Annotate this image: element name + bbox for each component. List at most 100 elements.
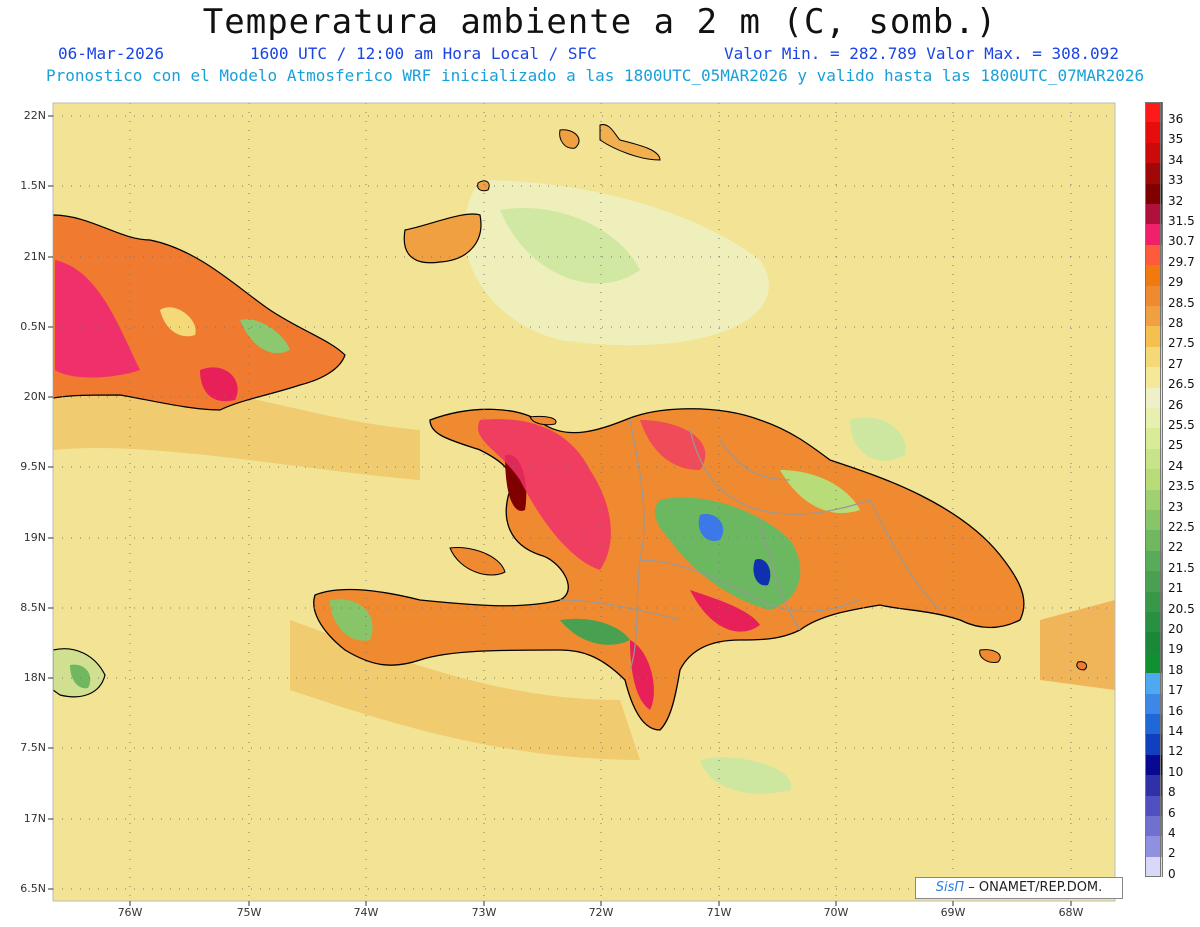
lon-label: 71W <box>706 906 732 919</box>
lon-label: 75W <box>236 906 262 919</box>
lon-label: 70W <box>823 906 849 919</box>
map-frame <box>52 102 1116 902</box>
lat-label: 0.5N <box>20 320 46 333</box>
colorbar-label: 29.7 <box>1168 254 1195 269</box>
lat-label: 19N <box>23 531 46 544</box>
warm-ocean-band <box>53 378 420 480</box>
colorbar-label: 30.7 <box>1168 234 1195 249</box>
colorbar-label: 22.5 <box>1168 520 1195 534</box>
hot-area <box>200 367 238 402</box>
colorbar-label: 34 <box>1168 152 1184 167</box>
lon-label: 73W <box>471 906 497 919</box>
province-boundaries <box>559 419 941 671</box>
hot-area <box>690 590 760 632</box>
model-info: Pronostico con el Modelo Atmosferico WRF… <box>46 66 1145 85</box>
lat-label: 7.5N <box>20 741 46 754</box>
mild-area <box>160 307 196 337</box>
colorbar-label: 26 <box>1168 397 1184 412</box>
colorbar-label: 2 <box>1168 846 1176 861</box>
tortuga-island <box>529 415 557 426</box>
colorbar-label: 29 <box>1168 275 1184 290</box>
colorbar-label: 28 <box>1168 316 1184 330</box>
min-max-values: Valor Min. = 282.789 Valor Max. = 308.09… <box>724 44 1119 63</box>
colorbar-label: 18 <box>1168 662 1184 677</box>
hispaniola-island <box>313 408 1025 731</box>
colorbar-label: 8 <box>1168 785 1176 800</box>
colorbar-label: 24 <box>1168 458 1184 473</box>
cool-mountain-area <box>330 599 373 641</box>
cool-ocean-area <box>500 208 640 284</box>
lat-label: 22N <box>23 109 46 122</box>
hot-area <box>630 640 654 710</box>
colorbar-label: 27 <box>1168 356 1184 371</box>
hot-area <box>640 420 706 470</box>
island <box>1076 661 1088 671</box>
colorbar-label: 22 <box>1168 540 1184 555</box>
warm-ocean-band <box>1040 600 1115 690</box>
lat-label: 18N <box>23 671 46 684</box>
colorbar-label: 35 <box>1168 132 1184 147</box>
cold-peak <box>698 514 724 541</box>
cold-peak <box>753 559 771 586</box>
cool-mountain-area <box>560 618 630 645</box>
lon-label: 74W <box>353 906 379 919</box>
lat-label: 6.5N <box>20 882 46 895</box>
colorbar-label: 14 <box>1168 724 1184 738</box>
lat-label: 17N <box>23 812 46 825</box>
colorbar-label: 16 <box>1168 703 1184 718</box>
island <box>599 124 661 161</box>
lon-label: 68W <box>1058 906 1084 919</box>
cool-area <box>240 319 290 354</box>
forecast-time: 1600 UTC / 12:00 am Hora Local / SFC <box>250 44 597 63</box>
lon-label: 76W <box>117 906 143 919</box>
colorbar-label: 36 <box>1168 112 1184 126</box>
colorbar-label: 23.5 <box>1168 479 1195 494</box>
lon-label: 72W <box>588 906 614 919</box>
lat-label: 21N <box>23 250 46 263</box>
colorbar-label: 6 <box>1168 805 1176 820</box>
colorbar-label: 25 <box>1168 438 1184 453</box>
colorbar-label: 21.5 <box>1168 560 1195 575</box>
cool-area <box>70 664 91 689</box>
lat-label: 1.5N <box>20 179 46 192</box>
colorbar-label: 23 <box>1168 499 1184 514</box>
credit-box: SisΠ – ONAMET/REP.DOM. <box>915 877 1123 899</box>
axis-ticks <box>48 115 1072 906</box>
colorbar-label: 10 <box>1168 764 1184 779</box>
graticule <box>53 103 1115 901</box>
hot-area <box>478 419 611 570</box>
colorbar-label: 33 <box>1168 173 1184 188</box>
colorbar-label: 26.5 <box>1168 377 1195 392</box>
colorbar-label: 20.5 <box>1168 601 1195 616</box>
colorbar-label: 32 <box>1168 193 1184 208</box>
lat-label: 9.5N <box>20 460 46 473</box>
cool-area <box>780 470 860 514</box>
island <box>477 180 490 192</box>
colorbar-label: 12 <box>1168 744 1184 759</box>
colorbar-label: 0 <box>1168 866 1176 881</box>
credit-text: – ONAMET/REP.DOM. <box>968 880 1103 895</box>
colorbar-label: 19 <box>1168 642 1184 657</box>
saona-island <box>979 649 1001 663</box>
lon-label: 69W <box>940 906 966 919</box>
colorbar-label: 31.5 <box>1168 214 1195 228</box>
colorbar-label: 28.5 <box>1168 295 1195 310</box>
cool-ocean-area <box>850 417 906 461</box>
great-inagua-island <box>403 213 482 264</box>
colorbar-label: 4 <box>1168 826 1176 840</box>
colorbar-label: 20 <box>1168 622 1184 636</box>
colorbar-label: 27.5 <box>1168 336 1195 351</box>
colorbar-frame <box>1145 102 1161 878</box>
cool-ocean-area <box>700 757 792 794</box>
lat-label: 8.5N <box>20 601 46 614</box>
colorbar-label: 17 <box>1168 683 1184 698</box>
forecast-date: 06-Mar-2026 <box>58 44 164 63</box>
lat-label: 20N <box>23 390 46 403</box>
sispi-logo: SisΠ <box>935 880 965 895</box>
island <box>559 129 580 149</box>
map-title: Temperatura ambiente a 2 m (C, somb.) <box>202 2 998 42</box>
gonave-island <box>449 546 506 576</box>
colorbar-label: 25.5 <box>1168 418 1195 432</box>
colorbar-label: 21 <box>1168 581 1184 596</box>
